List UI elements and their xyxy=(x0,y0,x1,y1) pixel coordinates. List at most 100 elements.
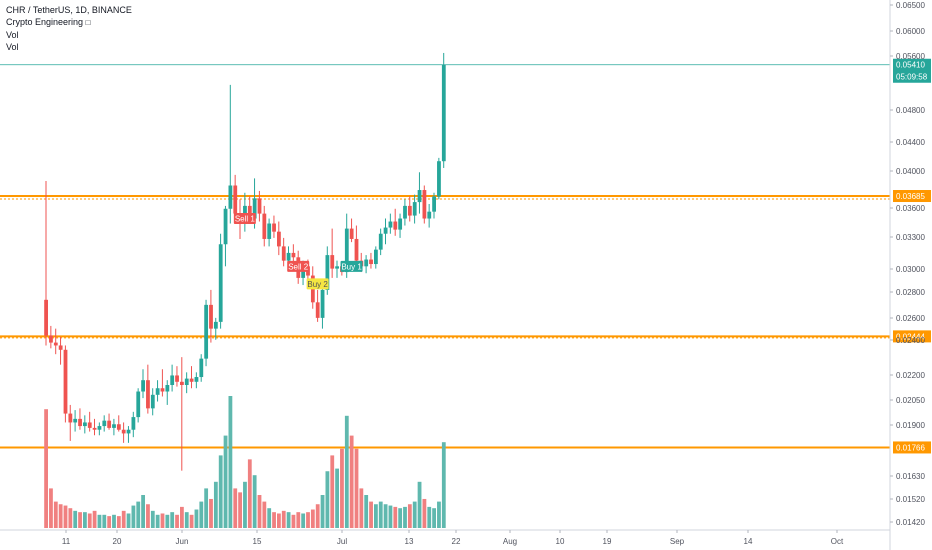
volume-bar xyxy=(441,442,446,528)
y-tick-label: 0.04400 xyxy=(896,138,925,147)
volume-bar xyxy=(141,495,145,528)
volume-bar xyxy=(272,512,276,528)
volume-bar xyxy=(344,415,349,528)
legend-indicator-name: Crypto Engineering xyxy=(6,17,84,27)
candle-body xyxy=(417,190,422,203)
candle-body xyxy=(112,424,116,428)
volume-bar xyxy=(374,504,378,528)
candle-body xyxy=(364,259,369,267)
candle-body xyxy=(281,246,286,261)
volume-bar xyxy=(209,498,213,528)
signal-label: Sell 1 xyxy=(235,215,256,224)
last-price-label: 0.05410 xyxy=(896,61,925,70)
volume-bar xyxy=(383,504,388,528)
legend-indicator[interactable]: Crypto Engineering □ xyxy=(6,16,132,29)
candle-body xyxy=(407,205,412,216)
volume-bar xyxy=(340,448,344,528)
volume-bar xyxy=(199,501,204,528)
candle-body xyxy=(277,231,281,247)
y-tick-label: 0.01420 xyxy=(896,518,925,527)
candle-body xyxy=(369,259,373,265)
volume-bar xyxy=(267,508,272,528)
volume-bar xyxy=(58,504,63,528)
candle-body xyxy=(107,420,112,428)
volume-bar xyxy=(218,455,223,528)
candle-body xyxy=(131,417,136,430)
volume-bar xyxy=(165,514,170,528)
y-tick-label: 0.06000 xyxy=(896,27,925,36)
volume-bar xyxy=(403,506,407,528)
volume-bar xyxy=(126,513,131,528)
volume-bar xyxy=(335,468,339,528)
candle-body xyxy=(87,422,92,428)
signal-label: Buy 2 xyxy=(307,280,328,289)
candle-body xyxy=(403,205,407,219)
candle-body xyxy=(301,266,306,278)
y-tick-label: 0.02050 xyxy=(896,396,925,405)
level-tag xyxy=(893,441,931,454)
y-tick-label: 0.04800 xyxy=(896,106,925,115)
countdown-label: 05:09:58 xyxy=(896,73,928,82)
y-tick-label: 0.03000 xyxy=(896,265,925,274)
volume-bar xyxy=(238,492,242,528)
y-tick-label: 0.03600 xyxy=(896,204,925,213)
volume-bar xyxy=(349,435,354,528)
candle-body xyxy=(160,388,165,392)
settings-icon[interactable]: □ xyxy=(85,18,91,27)
legend-volume-1[interactable]: Vol xyxy=(6,30,19,40)
legend-volume-2[interactable]: Vol xyxy=(6,42,19,52)
volume-bar xyxy=(233,488,238,528)
x-tick-label: 20 xyxy=(113,537,122,546)
candle-body xyxy=(223,208,228,245)
candle-body xyxy=(97,426,102,430)
y-tick-label: 0.06500 xyxy=(896,1,925,10)
volume-bar xyxy=(102,514,107,528)
candle-body xyxy=(374,249,378,265)
legend-symbol-title[interactable]: CHR / TetherUS, 1D, BINANCE xyxy=(6,5,132,15)
volume-bar xyxy=(354,448,359,528)
x-tick-label: Oct xyxy=(831,537,844,546)
candles xyxy=(44,52,446,471)
x-tick-label: 22 xyxy=(452,537,461,546)
volume-bar xyxy=(53,501,58,528)
volume-bar xyxy=(146,504,150,528)
volume-bar xyxy=(296,512,301,528)
volume-bar xyxy=(175,514,179,528)
volume-bar xyxy=(184,512,189,528)
x-tick-label: 11 xyxy=(62,537,71,546)
candle-body xyxy=(383,227,388,234)
volume-bar xyxy=(136,501,141,528)
candle-body xyxy=(344,228,349,273)
candle-body xyxy=(102,420,107,427)
candle-body xyxy=(121,429,126,434)
x-tick-label: 15 xyxy=(253,537,262,546)
candle-body xyxy=(63,349,68,414)
candle-body xyxy=(257,198,262,214)
candle-body xyxy=(291,252,296,258)
candle-body xyxy=(432,196,436,212)
volume-bar xyxy=(97,514,102,528)
volume-bar xyxy=(243,481,247,528)
candle-body xyxy=(398,218,403,230)
candle-body xyxy=(180,381,184,386)
candle-body xyxy=(349,228,354,239)
candle-body xyxy=(165,385,170,392)
candle-body xyxy=(330,255,335,269)
candle-body xyxy=(194,377,199,382)
level-tag-label: 0.01766 xyxy=(896,443,925,452)
candle-body xyxy=(189,378,194,382)
candle-body xyxy=(204,304,209,359)
volume-bar xyxy=(194,509,199,528)
candle-body xyxy=(146,380,150,409)
volume-bar xyxy=(189,514,194,528)
level-tag xyxy=(893,330,931,343)
volume-bar xyxy=(213,481,218,528)
volume-bar xyxy=(112,514,116,528)
level-tag xyxy=(893,190,931,203)
volume-bar xyxy=(73,510,78,528)
candle-body xyxy=(44,299,48,336)
candle-body xyxy=(213,321,218,329)
